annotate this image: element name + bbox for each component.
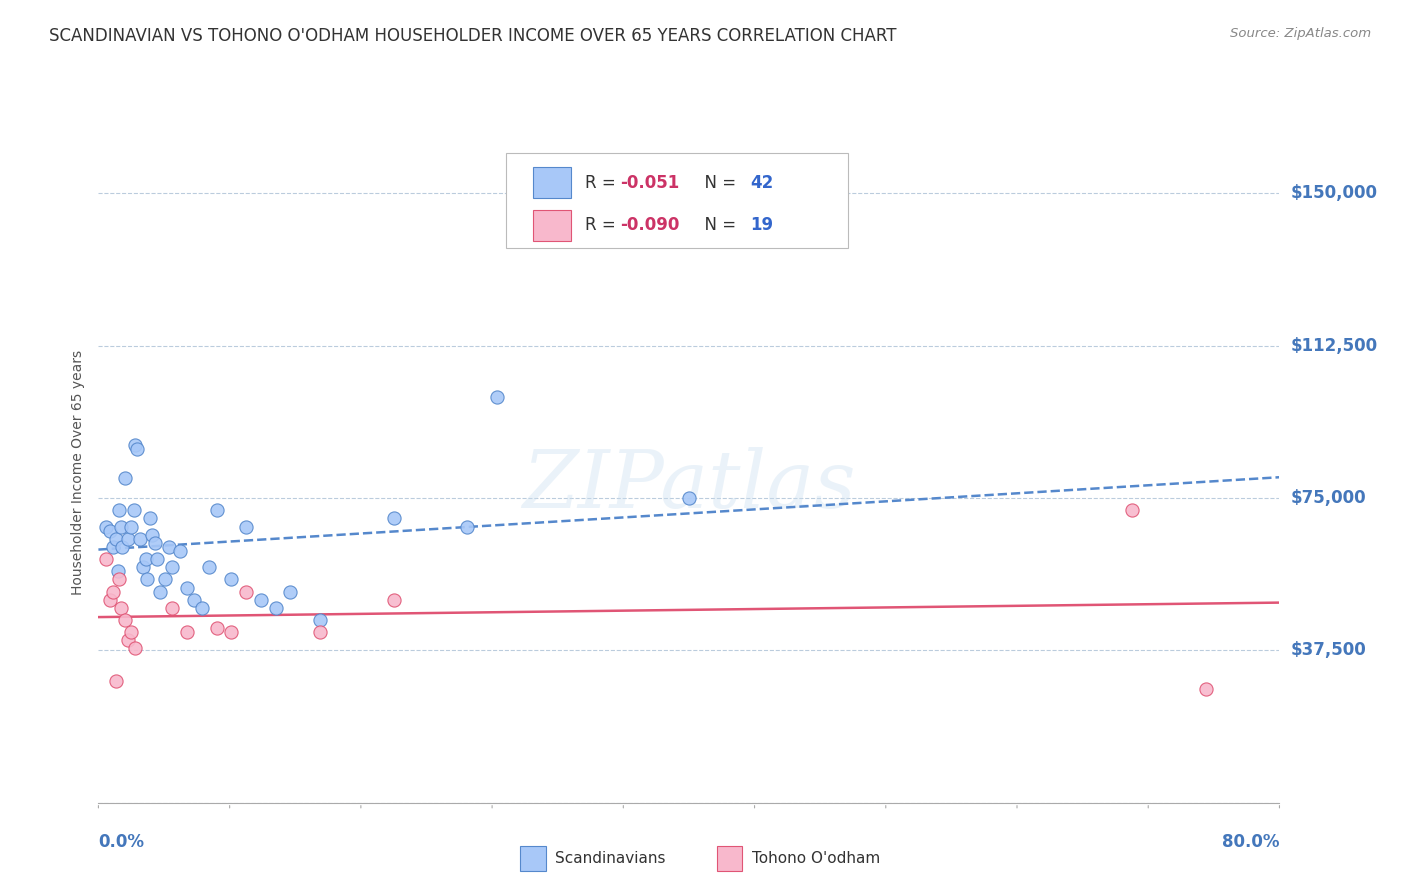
Point: [264, 600, 287, 615]
Bar: [533, 210, 571, 241]
Point: [149, 584, 172, 599]
Point: [111, 540, 134, 554]
FancyBboxPatch shape: [506, 153, 848, 248]
Point: [198, 560, 221, 574]
Point: [205, 503, 228, 517]
Point: [1195, 681, 1218, 696]
Point: [235, 519, 257, 533]
Point: [456, 519, 478, 533]
Point: [108, 573, 131, 587]
Point: [105, 532, 128, 546]
Text: N =: N =: [693, 174, 741, 192]
Text: 42: 42: [751, 174, 773, 192]
Text: $37,500: $37,500: [1291, 641, 1367, 659]
Point: [103, 540, 125, 554]
Point: [120, 625, 142, 640]
Point: [143, 536, 166, 550]
Point: [157, 540, 180, 554]
Point: [382, 592, 405, 607]
Point: [176, 625, 198, 640]
Text: $112,500: $112,500: [1291, 337, 1378, 355]
Point: [278, 584, 302, 599]
Point: [132, 560, 155, 574]
Point: [309, 625, 332, 640]
Point: [94, 552, 117, 566]
Point: [153, 573, 176, 587]
Point: [678, 491, 700, 505]
Point: [94, 519, 117, 533]
Point: [162, 560, 183, 574]
Text: Source: ZipAtlas.com: Source: ZipAtlas.com: [1230, 27, 1371, 40]
Point: [1121, 503, 1143, 517]
Point: [103, 584, 125, 599]
Point: [124, 438, 146, 452]
Point: [117, 532, 139, 546]
Point: [108, 503, 131, 517]
Point: [486, 390, 509, 404]
Text: -0.051: -0.051: [620, 174, 679, 192]
Point: [205, 621, 228, 635]
Point: [169, 544, 191, 558]
Point: [110, 600, 132, 615]
Text: 80.0%: 80.0%: [1222, 833, 1279, 851]
Point: [191, 600, 214, 615]
Point: [235, 584, 257, 599]
Text: Scandinavians: Scandinavians: [555, 851, 666, 865]
Point: [309, 613, 332, 627]
Point: [250, 592, 273, 607]
Point: [176, 581, 198, 595]
Point: [219, 625, 242, 640]
Point: [120, 519, 142, 533]
Text: -0.090: -0.090: [620, 217, 681, 235]
Point: [162, 600, 183, 615]
Point: [382, 511, 405, 525]
Point: [183, 592, 205, 607]
Point: [98, 592, 121, 607]
Text: 0.0%: 0.0%: [98, 833, 145, 851]
Text: ZIPatlas: ZIPatlas: [522, 447, 856, 524]
Point: [124, 641, 146, 656]
Point: [219, 573, 242, 587]
Point: [139, 511, 162, 525]
Point: [107, 564, 129, 578]
Point: [114, 613, 136, 627]
Bar: [533, 167, 571, 199]
Text: Tohono O'odham: Tohono O'odham: [752, 851, 880, 865]
Point: [105, 673, 128, 688]
Point: [125, 442, 148, 457]
Point: [98, 524, 121, 538]
Text: $75,000: $75,000: [1291, 489, 1367, 508]
Text: 19: 19: [751, 217, 773, 235]
Text: N =: N =: [693, 217, 741, 235]
Y-axis label: Householder Income Over 65 years: Householder Income Over 65 years: [72, 351, 86, 595]
Text: SCANDINAVIAN VS TOHONO O'ODHAM HOUSEHOLDER INCOME OVER 65 YEARS CORRELATION CHAR: SCANDINAVIAN VS TOHONO O'ODHAM HOUSEHOLD…: [49, 27, 897, 45]
Point: [128, 532, 150, 546]
Point: [114, 471, 136, 485]
Point: [117, 633, 139, 648]
Text: R =: R =: [585, 217, 621, 235]
Point: [122, 503, 145, 517]
Point: [141, 527, 163, 541]
Text: R =: R =: [585, 174, 621, 192]
Point: [136, 573, 159, 587]
Text: $150,000: $150,000: [1291, 185, 1378, 202]
Point: [146, 552, 169, 566]
Point: [135, 552, 157, 566]
Point: [110, 519, 132, 533]
